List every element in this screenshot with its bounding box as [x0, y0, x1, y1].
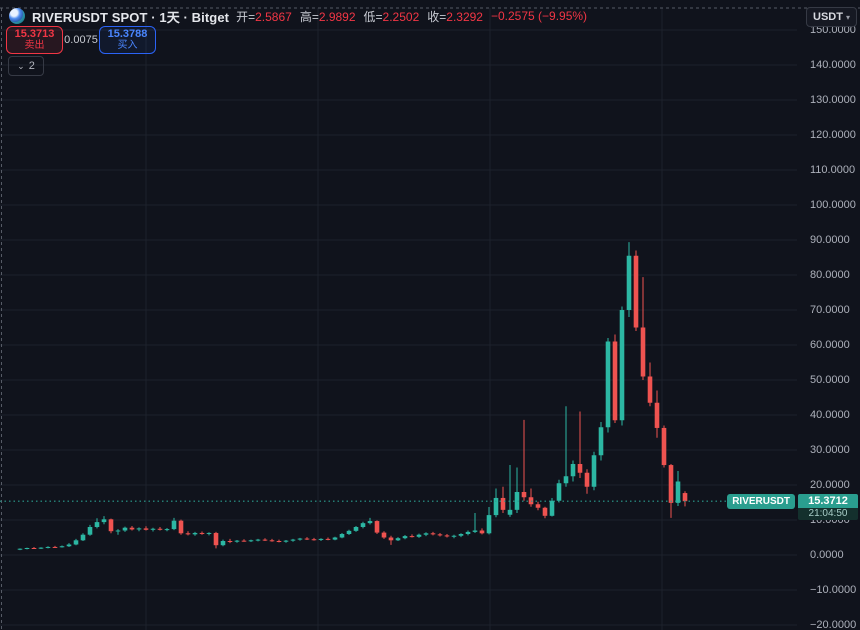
- last-price-tag: 15.3712 21:04:50: [798, 494, 858, 520]
- symbol-logo-icon: [9, 8, 25, 24]
- axis-tick-label: 40.0000: [810, 409, 850, 421]
- buy-label: 买入: [117, 39, 138, 51]
- axis-tick-label: 30.0000: [810, 444, 850, 456]
- axis-tick-label: −20.0000: [810, 619, 857, 630]
- axis-tick-label: 20.0000: [810, 479, 850, 491]
- ohlc-legend: 开=2.5867 高=2.9892 低=2.2502 收=2.3292 −0.2…: [236, 8, 587, 25]
- widget-count: 2: [28, 60, 35, 72]
- low-label: 低=: [363, 9, 383, 24]
- axis-tick-label: 80.0000: [810, 269, 850, 281]
- axis-tick-label: 120.0000: [810, 129, 856, 141]
- change-value: −0.2575 (−9.95%): [490, 9, 588, 23]
- axis-tick-label: 0.0000: [810, 549, 844, 561]
- axis-tick-label: 100.0000: [810, 199, 856, 211]
- bar-close-countdown: 21:04:50: [798, 508, 858, 520]
- buy-price: 15.3788: [107, 27, 148, 40]
- open-label: 开=: [236, 9, 256, 24]
- axis-tick-label: −10.0000: [810, 584, 857, 596]
- high-value: 2.9892: [318, 9, 356, 24]
- axis-tick-label: 50.0000: [810, 374, 850, 386]
- axis-tick-label: 150.0000: [810, 24, 856, 36]
- symbol-title[interactable]: RIVERUSDT SPOT · 1天 · Bitget: [32, 9, 230, 25]
- close-value: 2.3292: [446, 9, 483, 24]
- currency-dropdown[interactable]: USDT ▾: [806, 7, 857, 27]
- price-line-symbol-tag: RIVERUSDT: [727, 494, 795, 509]
- high-label: 高=: [299, 9, 319, 24]
- chart-legend: RIVERUSDT SPOT · 1天 · Bitget 开=2.5867 高=…: [9, 6, 587, 26]
- order-panel: 15.3713 卖出 0.0075 15.3788 买入: [6, 26, 156, 54]
- currency-value: USDT: [813, 11, 843, 23]
- open-value: 2.5867: [255, 9, 292, 24]
- caret-down-icon: ▾: [845, 12, 850, 22]
- sell-label: 卖出: [24, 39, 45, 51]
- axis-tick-label: 60.0000: [810, 339, 850, 351]
- axis-tick-label: 90.0000: [810, 234, 850, 246]
- buy-button[interactable]: 15.3788 买入: [99, 26, 156, 54]
- axis-tick-label: 70.0000: [810, 304, 850, 316]
- sell-price: 15.3713: [14, 27, 55, 40]
- last-price-value: 15.3712: [798, 494, 858, 508]
- sell-button[interactable]: 15.3713 卖出: [6, 26, 63, 54]
- chevron-down-icon: ⌄: [17, 60, 25, 71]
- axis-tick-label: 130.0000: [810, 94, 856, 106]
- axis-tick-label: 110.0000: [810, 164, 856, 176]
- spread-value: 0.0075: [64, 34, 98, 46]
- close-label: 收=: [427, 9, 447, 24]
- low-value: 2.2502: [382, 9, 420, 24]
- legend-collapse-widget[interactable]: ⌄ 2: [8, 56, 44, 76]
- axis-tick-label: 140.0000: [810, 59, 856, 71]
